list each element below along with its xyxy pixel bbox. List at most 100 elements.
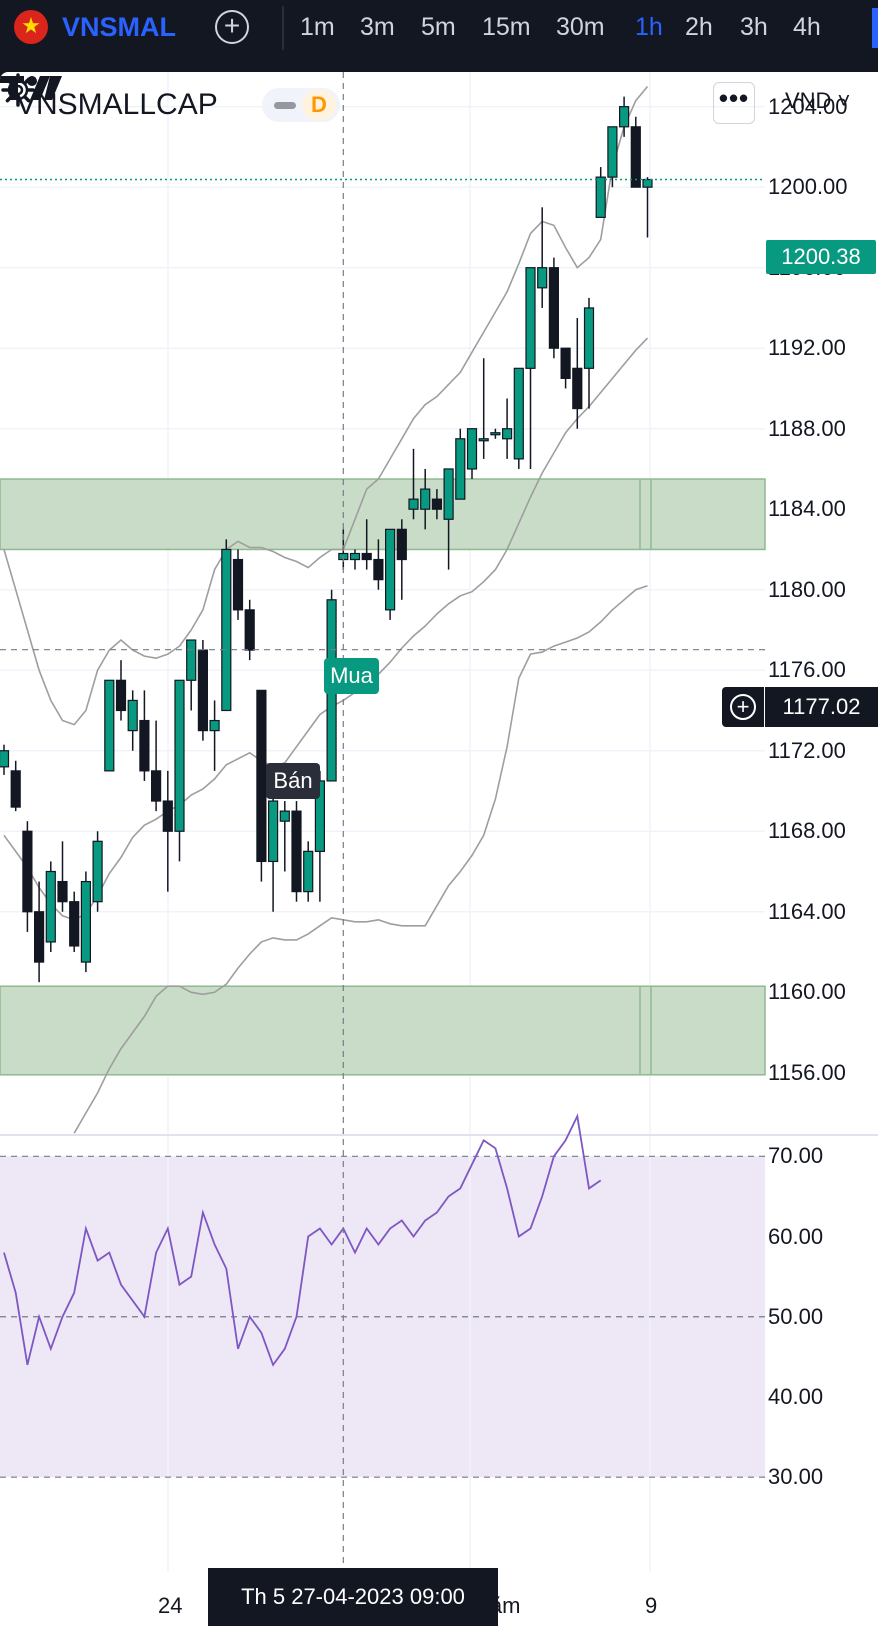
vietnam-flag-icon: ★ xyxy=(14,10,48,44)
price-label: 1160.00 xyxy=(768,979,846,1005)
candle-up xyxy=(502,428,513,440)
minus-icon xyxy=(274,102,296,109)
candle-up xyxy=(268,800,279,863)
price-zone xyxy=(0,478,766,551)
candle-up xyxy=(127,699,138,732)
price-label: 1176.00 xyxy=(768,657,846,683)
candle-up xyxy=(490,432,501,436)
price-label: 1164.00 xyxy=(768,898,846,924)
candle-down xyxy=(10,770,21,808)
rsi-line xyxy=(3,1113,602,1367)
candle-down xyxy=(560,347,571,379)
interval-5m-button[interactable]: 5m xyxy=(421,13,456,41)
price-label: 1168.00 xyxy=(768,818,846,844)
candle-down xyxy=(361,552,372,561)
candle-down xyxy=(162,800,173,832)
candle-down xyxy=(548,267,560,349)
time-label: 24 xyxy=(158,1593,183,1618)
candle-up xyxy=(443,468,454,520)
candle-up xyxy=(525,267,536,369)
price-label: 1184.00 xyxy=(768,496,846,522)
candle-up xyxy=(92,840,103,903)
candle-down xyxy=(256,689,267,863)
candle-down xyxy=(151,770,162,802)
candle-down xyxy=(244,609,255,651)
price-zone xyxy=(0,985,766,1076)
interval-1h-button[interactable]: 1h xyxy=(635,13,663,41)
crosshair-time-label: Th 5 27-04-2023 09:00 xyxy=(208,1568,498,1626)
bollinger-lower-line xyxy=(73,584,648,1134)
candle-up xyxy=(0,750,10,768)
chart-area[interactable]: VNSMALLCAP D ••• VND ˅ 1204.00 1200.00 119… xyxy=(0,72,878,1626)
rsi-label: 50.00 xyxy=(768,1303,824,1329)
price-label: 1172.00 xyxy=(768,737,846,763)
interval-1m-button[interactable]: 1m xyxy=(300,13,335,41)
bollinger-middle-line xyxy=(3,337,649,921)
candle-down xyxy=(373,558,384,581)
interval-30m-button[interactable]: 30m xyxy=(556,13,605,41)
candle-up xyxy=(349,552,361,561)
candle-up xyxy=(45,870,56,943)
candle-down xyxy=(22,830,33,913)
candlestick-series xyxy=(0,96,653,983)
candle-up xyxy=(583,307,595,369)
rsi-indicator xyxy=(0,1113,765,1478)
candle-up xyxy=(186,639,197,681)
bollinger-bands xyxy=(3,85,649,1134)
candle-up xyxy=(104,679,115,772)
interval-4h-button[interactable]: 4h xyxy=(793,13,821,41)
candle-down xyxy=(115,679,127,712)
star-icon: ★ xyxy=(21,13,41,38)
candle-down xyxy=(57,880,68,903)
candle-down xyxy=(572,367,583,410)
candle-up xyxy=(221,548,232,712)
candle-up xyxy=(595,176,606,218)
interval-2h-button[interactable]: 2h xyxy=(685,13,713,41)
buy-marker[interactable]: Mua xyxy=(324,658,379,694)
candle-down xyxy=(396,528,407,561)
candle-down xyxy=(139,719,150,772)
daily-badge: D xyxy=(302,90,336,120)
interval-badge[interactable]: D xyxy=(262,88,340,122)
sell-marker[interactable]: Bán xyxy=(266,763,320,799)
add-symbol-button[interactable]: + xyxy=(215,10,249,44)
rsi-label: 70.00 xyxy=(768,1143,824,1169)
top-toolbar: ★ VNSMAL + 1m 3m 5m 15m 30m 1h 2h 3h 4h xyxy=(0,0,878,72)
bollinger-upper-line xyxy=(3,85,649,726)
plus-circle-icon: + xyxy=(730,694,756,720)
toolbar-scroll-indicator xyxy=(872,8,878,48)
interval-15m-button[interactable]: 15m xyxy=(482,13,531,41)
add-alert-button[interactable]: + xyxy=(722,687,764,727)
price-label: 1180.00 xyxy=(768,576,846,602)
candle-up xyxy=(455,438,466,500)
rsi-band-background xyxy=(0,1156,765,1478)
candle-up xyxy=(513,367,524,460)
chart-canvas[interactable] xyxy=(0,72,878,1626)
candle-up xyxy=(607,126,618,178)
gear-icon[interactable] xyxy=(0,72,36,108)
toolbar-divider xyxy=(282,6,284,50)
price-label: 1188.00 xyxy=(768,415,846,441)
candle-up xyxy=(279,810,290,822)
price-label: 1156.00 xyxy=(768,1059,846,1085)
price-label: 1192.00 xyxy=(768,335,846,361)
interval-3m-button[interactable]: 3m xyxy=(360,13,395,41)
candle-up xyxy=(537,267,548,289)
candle-up xyxy=(618,106,630,128)
candle-up xyxy=(642,178,653,188)
candle-down xyxy=(291,810,302,893)
candle-up xyxy=(408,498,419,510)
candle-up xyxy=(303,850,314,893)
price-label: 1204.00 xyxy=(768,93,848,119)
rsi-label: 30.00 xyxy=(768,1464,824,1490)
candle-down xyxy=(630,126,641,188)
candle-up xyxy=(385,528,396,611)
more-options-button[interactable]: ••• xyxy=(713,82,755,124)
currency-selector[interactable]: VND ˅ xyxy=(785,88,851,113)
candle-up xyxy=(174,679,185,832)
interval-3h-button[interactable]: 3h xyxy=(740,13,768,41)
symbol-search-button[interactable]: VNSMAL xyxy=(62,12,176,42)
candle-up xyxy=(80,880,92,963)
crosshair-overlay xyxy=(0,72,765,1572)
candle-down xyxy=(197,649,208,732)
